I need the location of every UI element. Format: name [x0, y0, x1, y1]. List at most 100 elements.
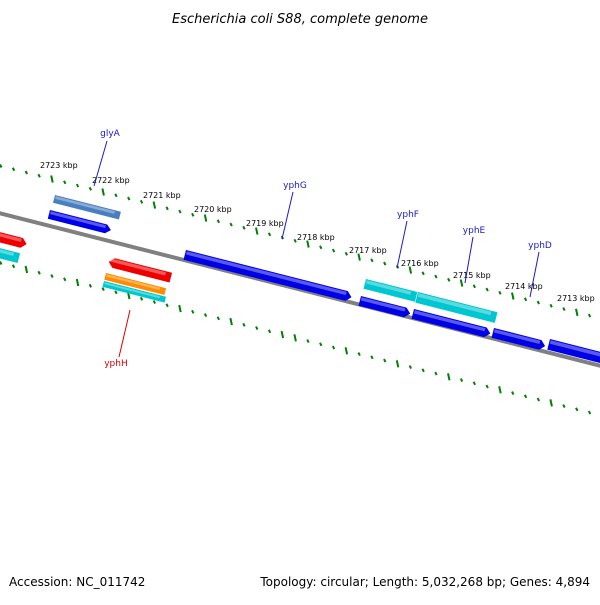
major-tick: [306, 240, 310, 248]
gene-arrow: [0, 238, 21, 263]
minor-tick: [575, 407, 579, 412]
minor-tick: [523, 297, 528, 302]
gene-feature-yphH-red: [108, 258, 173, 283]
minor-tick: [459, 378, 464, 383]
major-tick: [178, 304, 182, 313]
minor-tick: [178, 209, 182, 214]
minor-tick: [293, 238, 297, 243]
minor-tick: [216, 219, 220, 224]
tick-label: 2718 kbp: [297, 233, 335, 242]
major-tick: [255, 227, 259, 235]
minor-tick: [11, 167, 16, 172]
tick-label: 2713 kbp: [557, 294, 595, 303]
tick-label: 2715 kbp: [453, 271, 491, 280]
leader-line: [118, 309, 131, 358]
major-tick: [50, 175, 54, 183]
minor-tick: [165, 303, 169, 308]
gene-feature-yphD-blue: [491, 328, 546, 350]
gene-arrow: [53, 195, 121, 220]
tick-label: 2720 kbp: [194, 205, 232, 214]
gene-feature-yphE-blue: [411, 309, 491, 338]
leader-line: [396, 220, 408, 269]
gene-arrow: [183, 250, 352, 301]
minor-tick: [472, 284, 476, 289]
minor-tick: [511, 391, 515, 396]
minor-tick: [24, 170, 28, 175]
gene-arrow-highlight: [365, 280, 412, 295]
minor-tick: [127, 196, 131, 201]
gene-arrow-highlight: [0, 223, 22, 242]
minor-tick: [50, 274, 54, 278]
minor-tick: [383, 358, 387, 363]
minor-tick: [370, 258, 374, 263]
minor-tick: [549, 303, 553, 308]
major-tick: [203, 214, 208, 222]
major-tick: [511, 292, 515, 300]
minor-tick: [63, 180, 67, 185]
minor-tick: [383, 261, 387, 266]
tick-labels: 2723 kbp 2722 kbp 2721 kbp 2720 kbp 2719 kbp…: [40, 161, 595, 303]
gene-arrow: [363, 279, 418, 302]
minor-tick: [306, 339, 310, 344]
gene-feature-yphE-cyan: [415, 292, 498, 323]
major-tick: [75, 278, 80, 287]
gene-arrow-highlight: [49, 211, 106, 229]
gene-label-yphF: yphF: [397, 210, 419, 220]
gene-feature-left-red-upper: [0, 222, 27, 248]
minor-tick: [0, 261, 3, 265]
genome-summary-text: Topology: circular; Length: 5,032,268 bp…: [259, 575, 590, 589]
minor-tick: [498, 290, 502, 295]
major-tick: [101, 188, 105, 196]
leader-line: [281, 191, 294, 240]
minor-tick: [229, 222, 233, 227]
major-tick: [293, 334, 297, 342]
minor-tick: [0, 164, 3, 168]
gene-arrow: [104, 273, 167, 296]
minor-tick: [114, 290, 118, 295]
minor-tick: [255, 326, 259, 330]
minor-tick: [191, 309, 195, 314]
minor-tick: [37, 270, 41, 275]
gene-feature-right-blue: [547, 339, 600, 367]
minor-tick: [562, 307, 566, 312]
gene-feature-yphF-cyan: [363, 279, 418, 302]
gene-arrow-highlight: [549, 340, 600, 360]
minor-tick: [101, 287, 105, 291]
gene-arrow: [547, 339, 600, 367]
minor-tick: [523, 394, 528, 399]
major-tick: [357, 253, 361, 261]
minor-tick: [536, 300, 540, 305]
major-tick: [549, 399, 553, 407]
minor-tick: [242, 225, 246, 230]
tick-label: 2722 kbp: [92, 176, 130, 185]
minor-tick: [203, 313, 208, 317]
minor-tick: [562, 404, 566, 409]
minor-tick: [152, 300, 156, 304]
minor-tick: [472, 381, 476, 386]
major-tick: [459, 279, 464, 287]
gene-arrow-highlight: [55, 196, 115, 214]
gene-arrow-highlight: [0, 239, 15, 256]
tick-label: 2717 kbp: [349, 246, 387, 255]
genome-backbone: [0, 211, 600, 368]
gene-arrow-highlight: [185, 251, 347, 296]
major-tick: [24, 265, 29, 274]
gene-arrow-highlight: [493, 329, 541, 345]
gene-feature-glyA-blue: [47, 210, 111, 234]
gene-arrow-highlight: [106, 274, 161, 291]
gene-arrow-highlight: [104, 282, 160, 299]
gene-arrow: [102, 281, 167, 303]
minor-tick: [139, 199, 144, 204]
minor-tick: [485, 287, 489, 292]
gene-label-yphD: yphD: [528, 241, 552, 251]
gene-arrow-highlight: [413, 310, 486, 332]
gene-feature-yphG-blue: [183, 250, 352, 301]
leader-line: [93, 140, 108, 187]
inner-tick-ring: [0, 261, 592, 415]
gene-feature-yphH-cyan: [102, 281, 167, 303]
minor-tick: [63, 277, 67, 282]
minor-tick: [88, 186, 92, 191]
gene-label-yphG: yphG: [283, 181, 307, 191]
minor-tick: [11, 264, 16, 269]
